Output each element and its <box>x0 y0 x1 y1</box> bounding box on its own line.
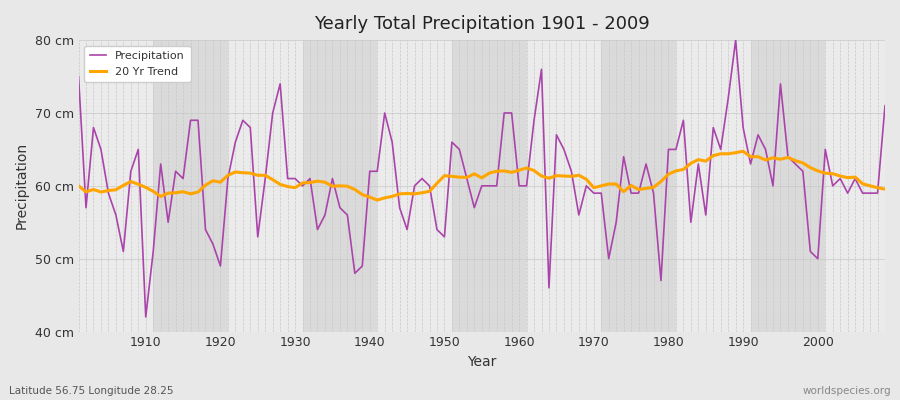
20 Yr Trend <box>738 149 749 154</box>
20 Yr Trend <box>879 187 890 192</box>
Bar <box>78 40 153 332</box>
Legend: Precipitation, 20 Yr Trend: Precipitation, 20 Yr Trend <box>84 46 191 82</box>
Precipitation <box>730 38 741 42</box>
Bar <box>302 40 377 332</box>
Precipitation <box>304 176 315 181</box>
Bar <box>751 40 825 332</box>
Precipitation <box>514 184 525 188</box>
Title: Yearly Total Precipitation 1901 - 2009: Yearly Total Precipitation 1901 - 2009 <box>314 15 650 33</box>
20 Yr Trend <box>133 182 144 187</box>
Bar <box>676 40 751 332</box>
Bar <box>526 40 601 332</box>
Precipitation <box>140 315 151 320</box>
Precipitation <box>73 74 84 79</box>
20 Yr Trend <box>611 182 622 186</box>
20 Yr Trend <box>514 168 525 172</box>
Precipitation <box>611 220 622 225</box>
20 Yr Trend <box>521 166 532 170</box>
20 Yr Trend <box>297 180 308 185</box>
Precipitation <box>133 147 144 152</box>
X-axis label: Year: Year <box>467 355 497 369</box>
Precipitation <box>349 271 360 276</box>
20 Yr Trend <box>73 184 84 188</box>
Bar <box>228 40 302 332</box>
Precipitation <box>879 103 890 108</box>
20 Yr Trend <box>372 198 382 202</box>
20 Yr Trend <box>342 184 353 189</box>
Line: 20 Yr Trend: 20 Yr Trend <box>78 151 885 200</box>
Text: Latitude 56.75 Longitude 28.25: Latitude 56.75 Longitude 28.25 <box>9 386 174 396</box>
Line: Precipitation: Precipitation <box>78 40 885 317</box>
Bar <box>601 40 676 332</box>
Bar <box>825 40 900 332</box>
Precipitation <box>521 184 532 188</box>
Text: worldspecies.org: worldspecies.org <box>803 386 891 396</box>
Y-axis label: Precipitation: Precipitation <box>15 142 29 230</box>
Bar <box>377 40 452 332</box>
Bar <box>452 40 526 332</box>
Bar <box>153 40 228 332</box>
